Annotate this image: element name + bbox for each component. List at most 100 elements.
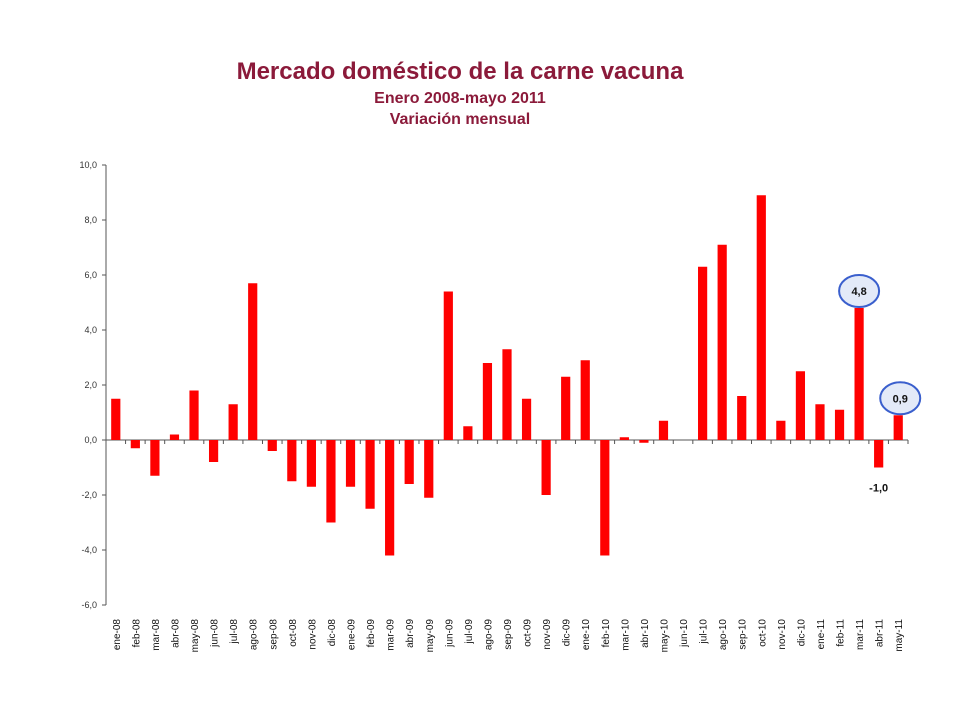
chart-category-labels: ene-08 feb-08 mar-08 abr-08 may-08 jun-08 jul-… [112,619,905,653]
bar-nov-10 [776,420,786,440]
x-tick-label: jul-08 [229,619,240,645]
x-tick-label: dic-10 [796,619,807,647]
x-tick-label: abr-09 [405,619,416,648]
bar-abr-09 [404,440,414,484]
bar-oct-09 [521,398,532,440]
y-tick-label: 4,0 [84,325,97,335]
x-tick-label: mar-09 [386,619,397,651]
y-tick-label: 10,0 [79,160,97,170]
x-tick-label: mar-10 [620,619,631,651]
x-tick-label: feb-10 [601,619,612,648]
x-tick-label: jun-09 [444,619,455,648]
bar-mar-09 [385,440,395,556]
bar-ago-10 [717,244,727,440]
y-tick-label: 0,0 [84,435,97,445]
bar-feb-10 [600,440,610,556]
x-tick-label: may-11 [894,619,905,652]
bar-may-08 [189,390,199,440]
x-tick-label: oct-09 [523,619,534,647]
chart-subtitle-period: Enero 2008-mayo 2011 [374,90,546,107]
bar-abr-10 [639,440,649,443]
x-tick-label: sep-10 [738,619,749,650]
x-tick-label: abr-11 [875,619,886,648]
data-label-mar-11: 4,8 [851,286,866,298]
x-tick-label: oct-10 [757,619,768,647]
x-tick-label: may-08 [190,619,201,653]
y-tick-label: -2,0 [81,490,97,500]
bar-abr-08 [169,434,180,440]
x-tick-label: jun-10 [679,619,690,648]
bar-oct-10 [756,195,766,440]
chart-data-labels: 4,8 -1,0 0,9 [838,274,922,495]
data-label-highlight-circle [838,274,881,308]
bar-abr-11 [874,440,884,468]
bar-ene-08 [111,398,121,440]
x-tick-label: ene-11 [816,619,827,650]
x-tick-label: feb-08 [131,619,142,648]
bar-ene-11 [815,404,825,440]
x-tick-label: nov-08 [307,619,318,650]
x-tick-label: mar-08 [151,619,162,651]
y-tick-label: 2,0 [84,380,97,390]
bar-mar-11 [854,308,864,440]
bar-sep-08 [267,440,277,451]
bar-jun-08 [208,440,219,462]
x-tick-label: ene-10 [581,619,592,651]
y-tick-label: 8,0 [84,215,97,225]
y-tick-label: -4,0 [81,545,97,555]
bar-sep-10 [737,396,747,440]
x-tick-label: dic-08 [327,619,338,647]
x-tick-label: ago-08 [249,619,260,651]
x-tick-label: nov-09 [542,619,553,650]
x-tick-label: nov-10 [777,619,788,650]
chart-title: Mercado doméstico de la carne vacuna [236,58,684,85]
bar-jul-09 [463,426,473,440]
bar-feb-08 [130,440,140,449]
bar-jul-08 [228,404,238,440]
bar-mar-08 [150,440,160,476]
bar-feb-11 [834,409,845,440]
bar-dic-09 [561,376,571,440]
x-tick-label: may-09 [425,619,436,653]
bar-dic-08 [326,440,336,523]
x-tick-label: sep-08 [268,619,279,650]
x-tick-label: sep-09 [503,619,514,650]
bar-jun-09 [443,291,453,440]
x-tick-label: feb-09 [366,619,377,648]
x-tick-label: jul-10 [699,619,710,645]
bar-may-11 [893,415,903,440]
chart-subtitle-measure: Variación mensual [389,111,531,128]
bar-feb-09 [365,440,375,509]
bar-ene-09 [345,440,356,487]
bar-oct-08 [287,440,297,482]
x-tick-label: ago-10 [718,619,729,651]
bar-may-09 [424,440,434,498]
x-tick-label: oct-08 [288,619,299,647]
x-tick-label: feb-11 [836,619,847,647]
bar-dic-10 [795,371,806,440]
bar-nov-09 [541,440,551,495]
x-tick-label: abr-10 [640,619,651,648]
chart-bars [111,195,903,556]
data-label-highlight-circle [879,381,922,416]
bar-may-10 [658,420,669,440]
x-tick-label: ago-09 [483,619,494,651]
x-tick-label: jun-08 [210,619,221,648]
chart-axes: -6,0 -4,0 -2,0 0,0 2,0 4,0 6,0 8,0 10,0 [79,160,909,610]
data-label-abr-11: -1,0 [869,483,888,495]
bar-mar-10 [619,437,629,440]
y-tick-label: 6,0 [84,270,97,280]
bar-sep-09 [502,349,512,440]
x-tick-label: dic-09 [562,619,573,647]
x-tick-label: ene-09 [347,619,358,651]
bar-nov-08 [306,440,316,487]
x-tick-label: may-10 [659,619,670,653]
y-tick-label: -6,0 [81,600,97,610]
data-label-may-11: 0,9 [893,393,908,405]
x-tick-label: mar-11 [855,619,866,650]
x-tick-label: jul-09 [464,619,475,645]
bar-ago-08 [248,283,258,440]
bar-ene-10 [580,360,590,440]
x-tick-label: ene-08 [112,619,123,651]
